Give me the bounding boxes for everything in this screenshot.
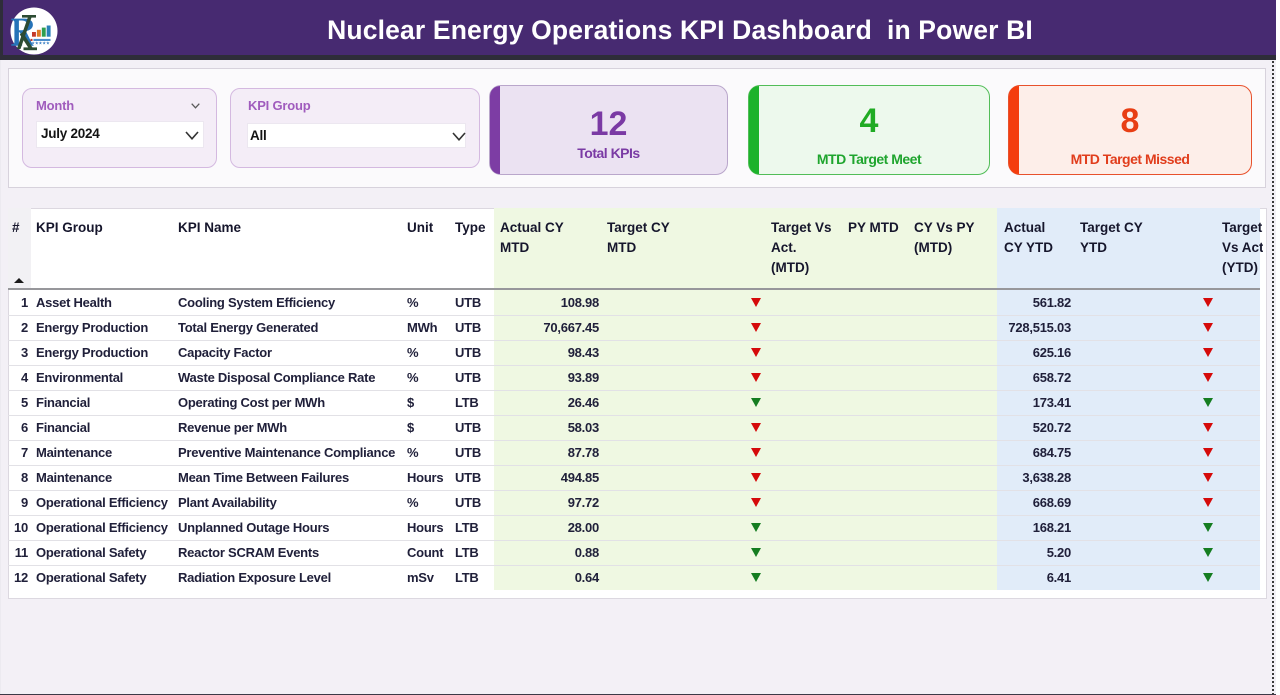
svg-text:★★★★★: ★★★★★ bbox=[31, 41, 51, 46]
